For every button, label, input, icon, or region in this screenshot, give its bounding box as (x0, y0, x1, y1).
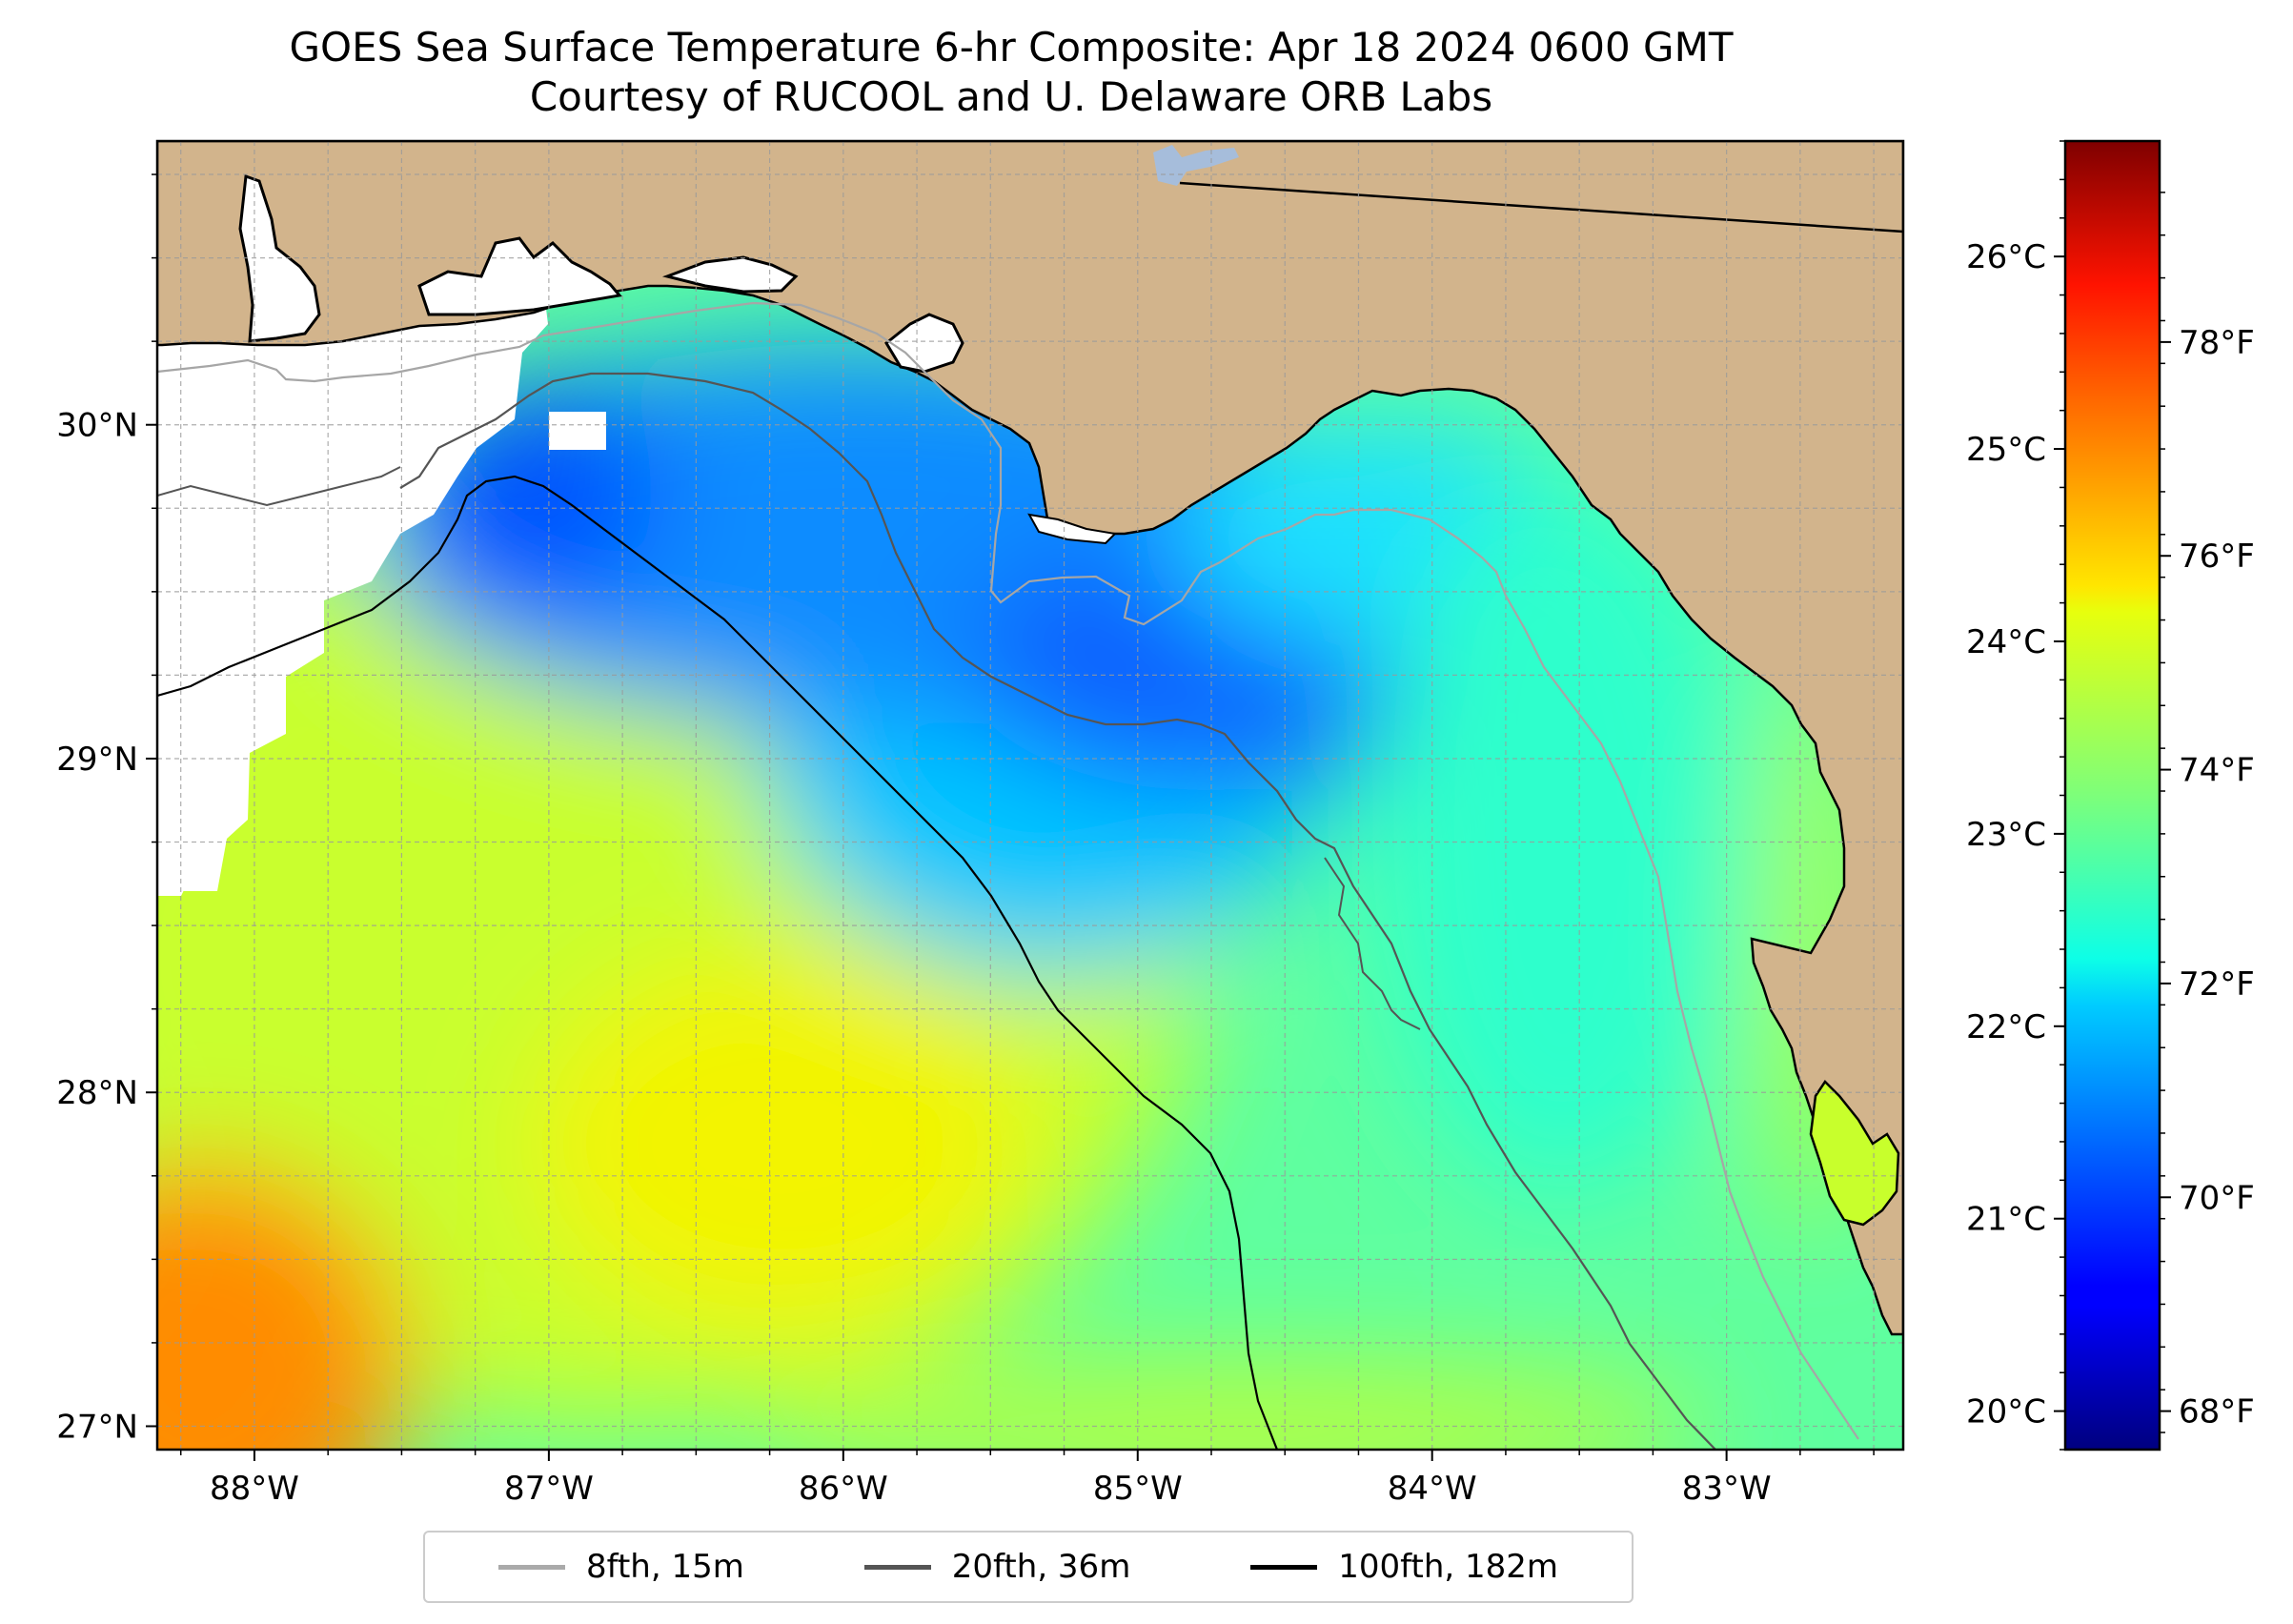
title-line-2: Courtesy of RUCOOL and U. Delaware ORB L… (529, 73, 1493, 120)
pensacola-bay (417, 236, 622, 316)
fahrenheit-tick-label: 78°F (2179, 324, 2255, 362)
legend-label-8fth: 8fth, 15m (585, 1548, 744, 1586)
legend-swatch-8fth (497, 1564, 565, 1570)
sst-warm-southwest (157, 1163, 410, 1450)
celsius-ticks: 20°C 21°C 22°C 23°C 24°C 25°C 26°C (1966, 140, 2065, 1451)
fahrenheit-tick-label: 72°F (2179, 965, 2255, 1004)
latitude-tick-label: 30°N (56, 407, 138, 445)
legend-label-20fth: 20fth, 36m (951, 1548, 1131, 1586)
no-data-patch (549, 412, 606, 450)
longitude-tick-label: 86°W (799, 1470, 888, 1508)
legend-swatch-20fth (863, 1564, 931, 1570)
fahrenheit-ticks: 68°F 70°F 72°F 74°F 76°F 78°F (2160, 192, 2255, 1433)
contour-20fth (399, 372, 1716, 1450)
fahrenheit-tick-label: 68°F (2179, 1393, 2255, 1431)
contour-20fth-nw (157, 466, 401, 507)
longitude-tick-label: 84°W (1388, 1470, 1477, 1508)
legend-item-100fth: 100fth, 182m (1250, 1548, 1558, 1586)
fahrenheit-tick-label: 74°F (2179, 752, 2255, 790)
celsius-tick-label: 22°C (1966, 1008, 2046, 1046)
contour-100fth (157, 475, 1279, 1450)
colorbar: 20°C 21°C 22°C 23°C 24°C 25°C 26°C 68°F 70°F 72°… (1966, 139, 2255, 1451)
fahrenheit-tick-label: 70°F (2179, 1179, 2255, 1217)
celsius-tick-label: 21°C (1966, 1201, 2046, 1239)
map-frame (155, 139, 1905, 1451)
state-border (1179, 181, 1903, 233)
legend-item-20fth: 20fth, 36m (863, 1548, 1131, 1586)
depth-contours (157, 301, 1859, 1450)
no-data-region-west (157, 141, 200, 896)
title-line-1: GOES Sea Surface Temperature 6-hr Compos… (289, 24, 1734, 71)
longitude-tick-label: 85°W (1093, 1470, 1183, 1508)
map-title: GOES Sea Surface Temperature 6-hr Compos… (0, 23, 2022, 122)
longitude-tick-label: 87°W (504, 1470, 594, 1508)
celsius-tick-label: 23°C (1966, 816, 2046, 854)
celsius-tick-label: 26°C (1966, 238, 2046, 276)
celsius-tick-label: 25°C (1966, 431, 2046, 469)
sst-east-teal (1372, 477, 1754, 1201)
sst-warm-southeast (762, 1363, 1715, 1450)
longitude-tick-label: 88°W (210, 1470, 299, 1508)
celsius-tick-label: 20°C (1966, 1393, 2046, 1431)
latitude-tick-label: 29°N (56, 741, 138, 779)
sst-warm-center (534, 953, 1029, 1334)
fahrenheit-tick-label: 76°F (2179, 538, 2255, 576)
longitude-tick-label: 83°W (1682, 1470, 1772, 1508)
mobile-bay (238, 173, 321, 343)
contour-8fth (157, 301, 1859, 1440)
latitude-tick-label: 27°N (56, 1408, 138, 1446)
contour-legend: 8fth, 15m 20fth, 36m 100fth, 182m (423, 1531, 1634, 1603)
choctawhatchee-bay (661, 255, 799, 294)
land-north (157, 141, 1903, 1336)
tampa-bay (1809, 1080, 1900, 1227)
latitude-tick-label: 28°N (56, 1074, 138, 1112)
colorbar-gradient (2065, 141, 2160, 1450)
legend-label-100fth: 100fth, 182m (1338, 1548, 1559, 1586)
legend-item-8fth: 8fth, 15m (497, 1548, 744, 1586)
latitude-ticks: 27°N 28°N 29°N 30°N (56, 173, 157, 1446)
apalachicola-bay (1027, 513, 1118, 545)
map-panel (157, 141, 1903, 1450)
contour-20fth-keys (1324, 857, 1421, 1030)
st-andrew-bay (884, 313, 964, 374)
inland-lake (1153, 145, 1239, 186)
legend-swatch-100fth (1250, 1564, 1318, 1570)
longitude-ticks: 88°W 87°W 86°W 85°W 84°W 83°W (179, 1450, 1875, 1508)
graticule (157, 141, 1903, 1450)
celsius-tick-label: 24°C (1966, 623, 2046, 661)
